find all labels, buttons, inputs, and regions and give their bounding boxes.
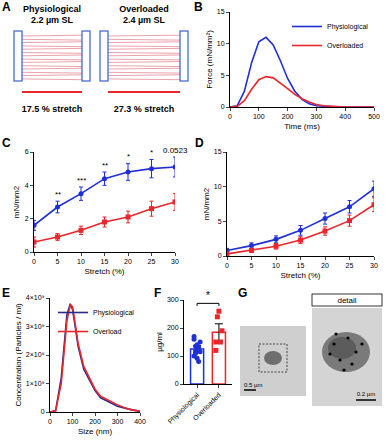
svg-text:10: 10	[77, 258, 85, 265]
svg-text:200: 200	[89, 418, 101, 425]
svg-text:0: 0	[175, 380, 179, 387]
svg-text:2.2 µm SL: 2.2 µm SL	[31, 15, 74, 25]
svg-text:6: 6	[25, 148, 29, 155]
svg-text:0: 0	[41, 408, 45, 415]
svg-text:mN/mm2: mN/mm2	[12, 185, 21, 218]
svg-text:Overloaded: Overloaded	[192, 391, 223, 422]
html-text:C: C	[2, 136, 11, 150]
svg-text:**: **	[55, 190, 61, 199]
svg-text:15: 15	[297, 262, 305, 269]
svg-text:300: 300	[311, 113, 323, 120]
svg-text:20: 20	[124, 258, 132, 265]
svg-text:2×10⁹: 2×10⁹	[26, 351, 45, 358]
svg-text:mN/mm2: mN/mm2	[202, 187, 211, 220]
svg-text:0.0523: 0.0523	[163, 146, 188, 155]
svg-text:µg/ml: µg/ml	[155, 332, 164, 352]
svg-text:0: 0	[225, 262, 229, 269]
svg-text:Stretch (%): Stretch (%)	[84, 267, 124, 276]
svg-text:Size (nm): Size (nm)	[78, 427, 113, 436]
svg-text:100: 100	[167, 352, 179, 359]
svg-text:*: *	[206, 290, 210, 301]
svg-text:0: 0	[48, 418, 52, 425]
svg-text:10: 10	[214, 183, 222, 190]
html-text:D: D	[195, 136, 204, 150]
html-text:G: G	[238, 286, 248, 300]
svg-text:5: 5	[250, 262, 254, 269]
svg-text:0: 0	[25, 248, 29, 255]
html-text:E: E	[2, 286, 10, 300]
svg-text:25: 25	[346, 262, 354, 269]
svg-text:200: 200	[167, 324, 179, 331]
svg-text:15: 15	[217, 8, 225, 15]
svg-text:Overloaded: Overloaded	[327, 42, 363, 49]
svg-text:5: 5	[221, 72, 225, 79]
svg-text:Force (mN/mm²): Force (mN/mm²)	[205, 30, 214, 89]
svg-text:detail: detail	[337, 296, 356, 305]
svg-text:15: 15	[101, 258, 109, 265]
svg-text:4×10⁹: 4×10⁹	[26, 294, 45, 301]
svg-text:30: 30	[370, 262, 378, 269]
svg-text:10: 10	[272, 262, 280, 269]
svg-text:**: **	[102, 161, 108, 170]
svg-text:25: 25	[148, 258, 156, 265]
svg-text:*: *	[127, 152, 130, 161]
svg-text:10: 10	[217, 40, 225, 47]
svg-text:0.5 µm: 0.5 µm	[244, 382, 262, 388]
html-text:A: A	[2, 0, 11, 14]
svg-text:400: 400	[134, 418, 146, 425]
svg-text:5: 5	[56, 258, 60, 265]
svg-text:300: 300	[167, 296, 179, 303]
svg-text:27.3 % stretch: 27.3 % stretch	[114, 104, 175, 114]
svg-text:Concentration (Particles / ml): Concentration (Particles / ml)	[14, 303, 23, 406]
svg-text:2.4 µm SL: 2.4 µm SL	[123, 15, 166, 25]
svg-text:Physiological: Physiological	[327, 23, 368, 31]
svg-text:Overloaded: Overloaded	[119, 4, 169, 14]
svg-text:20: 20	[321, 262, 329, 269]
svg-text:***: ***	[77, 176, 86, 185]
html-text:B: B	[194, 0, 203, 14]
svg-text:Overload: Overload	[93, 328, 122, 335]
svg-text:100: 100	[67, 418, 79, 425]
svg-text:4: 4	[25, 182, 29, 189]
svg-text:0: 0	[221, 103, 225, 110]
svg-text:1×10⁹: 1×10⁹	[26, 380, 45, 387]
svg-text:Physiological: Physiological	[93, 309, 134, 317]
svg-text:17.5 % stretch: 17.5 % stretch	[22, 104, 83, 114]
svg-text:15: 15	[214, 148, 222, 155]
svg-text:0.2 µm: 0.2 µm	[357, 391, 375, 397]
svg-text:5: 5	[218, 218, 222, 225]
svg-text:200: 200	[282, 113, 294, 120]
svg-text:300: 300	[112, 418, 124, 425]
svg-text:0: 0	[32, 258, 36, 265]
svg-text:400: 400	[339, 113, 351, 120]
svg-text:3×10⁹: 3×10⁹	[26, 323, 45, 330]
svg-text:Physiological: Physiological	[23, 4, 81, 14]
svg-text:0: 0	[228, 113, 232, 120]
svg-text:0: 0	[218, 252, 222, 259]
svg-text:500: 500	[368, 113, 380, 120]
svg-text:Time (ms): Time (ms)	[284, 122, 320, 131]
svg-text:30: 30	[171, 258, 179, 265]
svg-text:*: *	[150, 148, 153, 157]
svg-text:100: 100	[253, 113, 265, 120]
svg-text:Physiological: Physiological	[166, 391, 201, 426]
html-text:F: F	[154, 286, 162, 300]
svg-text:Stretch (%): Stretch (%)	[280, 271, 320, 280]
svg-text:2: 2	[25, 215, 29, 222]
